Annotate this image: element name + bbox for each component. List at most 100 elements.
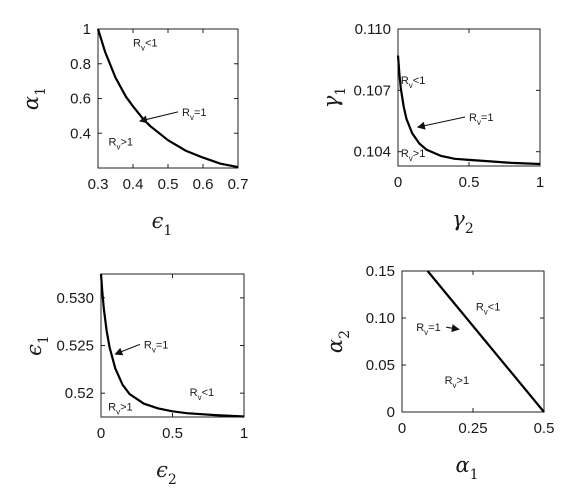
chart-3-ytick-label: 0.52 — [65, 385, 94, 402]
chart-1-ylabel: α1 — [19, 87, 49, 110]
chart-4-annotation-sub: v — [484, 307, 488, 316]
chart-2-xlabel-subscript: 2 — [465, 221, 474, 237]
chart-3-annotation-main: R — [144, 339, 152, 351]
chart-1-xlabel-subscript: 1 — [163, 223, 172, 239]
chart-2-annotation-2: Rv=1 — [469, 112, 494, 127]
chart-4-ytick-label: 0.05 — [366, 357, 395, 374]
chart-4-xtick-label: 0 — [398, 420, 406, 437]
chart-4-xlabel-symbol: α — [455, 453, 469, 477]
chart-1-panel: 0.3 0.4 0.5 0.6 0.70.40.60.81ϵ1α1Rv<1Rv=1Rv>… — [19, 21, 248, 239]
chart-3-annotation-3: Rv>1 — [108, 401, 132, 416]
chart-3-annotation-rest: >1 — [120, 401, 133, 413]
chart-3-annotation-2: Rv<1 — [190, 387, 215, 402]
chart-1-xtick-label: 0.7 — [228, 176, 249, 193]
chart-3-ylabel-symbol: ϵ — [22, 344, 46, 356]
chart-1-xlabel: ϵ1 — [152, 209, 173, 239]
chart-3-xlabel-symbol: ϵ — [156, 458, 168, 482]
chart-2-annotation-rest: >1 — [413, 148, 426, 160]
chart-1-xlabel-symbol: ϵ — [152, 209, 164, 233]
chart-2-xlabel: γ2 — [452, 207, 473, 237]
chart-4-frame — [401, 270, 545, 413]
chart-4-annotation-3: Rv>1 — [445, 375, 470, 390]
chart-4-ylabel-symbol: α — [323, 339, 347, 353]
chart-2-ylabel-subscript: 1 — [333, 87, 349, 96]
chart-2-annotation-sub: v — [409, 154, 413, 163]
chart-3-xlabel-subscript: 2 — [168, 472, 177, 488]
chart-2-ytick-label: 0.107 — [353, 82, 391, 99]
chart-4-annotation-sub: v — [424, 328, 428, 337]
chart-4-ytick-label: 0.15 — [366, 263, 395, 280]
chart-1-ytick-label: 0.4 — [70, 125, 91, 142]
chart-2-xlabel-symbol: γ — [452, 207, 465, 231]
chart-2-ylabel-symbol: γ — [319, 95, 343, 108]
chart-4-series-1-line — [426, 270, 545, 413]
chart-1-annotation-rest: =1 — [194, 107, 207, 119]
chart-3-ytick-label: 0.525 — [56, 338, 94, 355]
chart-3-ytick-label: 0.530 — [56, 290, 94, 307]
chart-1-annotation-main: R — [133, 37, 141, 49]
chart-4-annotation-2: Rv=1 — [416, 322, 441, 337]
chart-4-annotation-rest: <1 — [488, 301, 501, 313]
chart-3-annotation-rest: =1 — [156, 339, 169, 351]
chart-2-ylabel: γ1 — [319, 87, 349, 108]
chart-2-annotation-sub: v — [477, 118, 481, 127]
chart-3-ylabel: ϵ1 — [22, 335, 52, 356]
chart-3-xtick-label: 0.5 — [162, 425, 183, 442]
chart-2-annotation-rest: =1 — [481, 112, 494, 124]
chart-1-ytick-label: 0.8 — [70, 56, 91, 73]
chart-4-ylabel: α2 — [323, 330, 353, 353]
chart-4-annotation-main: R — [445, 375, 453, 387]
chart-3-annotation-1: Rv=1 — [144, 339, 169, 354]
chart-1-ytick-label: 1 — [83, 21, 91, 38]
chart-3-series-1-line — [99, 273, 245, 418]
chart-4-annotation-main: R — [416, 322, 424, 334]
chart-2-xtick-label: 0.5 — [459, 174, 480, 191]
chart-3-annotation-sub: v — [116, 407, 120, 416]
chart-1-annotation-rest: <1 — [145, 37, 158, 49]
chart-3-xtick-label: 0 — [97, 425, 105, 442]
chart-1-annotation-2: Rv=1 — [182, 107, 207, 122]
chart-2-annotation-arrow — [416, 116, 466, 130]
chart-3-ylabel-subscript: 1 — [36, 335, 52, 344]
chart-2-annotation-rest: <1 — [413, 75, 426, 87]
chart-2-xtick-label: 0 — [394, 174, 402, 191]
chart-4-annotation-sub: v — [453, 381, 457, 390]
chart-1-xtick-label: 0.5 — [158, 176, 179, 193]
chart-4-xtick-label: 0.25 — [458, 420, 487, 437]
chart-2-annotation-3: Rv>1 — [401, 148, 426, 163]
chart-2-annotation-main: R — [401, 75, 409, 87]
chart-2-frame — [397, 28, 541, 167]
chart-2-ytick-label: 0.104 — [353, 144, 391, 161]
chart-3-annotation-rest: <1 — [202, 387, 215, 399]
chart-3-frame — [100, 273, 245, 418]
chart-1-xtick-label: 0.4 — [123, 176, 144, 193]
chart-2-series-1-line — [396, 55, 541, 166]
chart-4-xtick-label: 0.5 — [534, 420, 555, 437]
chart-1-annotation-arrow — [139, 111, 179, 124]
chart-1-annotation-rest: >1 — [120, 136, 133, 148]
chart-1-ytick-label: 0.6 — [70, 91, 91, 108]
chart-2-annotation-1: Rv<1 — [401, 75, 426, 90]
chart-3-xtick-label: 1 — [240, 425, 248, 442]
chart-4-ylabel-subscript: 2 — [337, 330, 353, 339]
chart-1-annotation-3: Rv>1 — [109, 136, 134, 151]
chart-4-annotation-arrow — [446, 324, 460, 333]
chart-3-annotation-main: R — [190, 387, 198, 399]
chart-3-annotation-sub: v — [152, 345, 156, 354]
chart-1-annotation-sub: v — [116, 142, 120, 151]
chart-1-xtick-label: 0.6 — [193, 176, 214, 193]
chart-1-annotation-main: R — [109, 136, 117, 148]
chart-2-annotation-main: R — [469, 112, 477, 124]
chart-4-annotation-main: R — [476, 301, 484, 313]
chart-1-annotation-1: Rv<1 — [133, 37, 158, 52]
chart-4-annotation-1: Rv<1 — [476, 301, 501, 316]
chart-2-annotation-main: R — [401, 148, 409, 160]
chart-4-ytick-label: 0 — [387, 404, 395, 421]
chart-1-ylabel-subscript: 1 — [33, 87, 49, 96]
chart-3-annotation-sub: v — [198, 393, 202, 402]
chart-4-ytick-label: 0.10 — [366, 310, 395, 327]
